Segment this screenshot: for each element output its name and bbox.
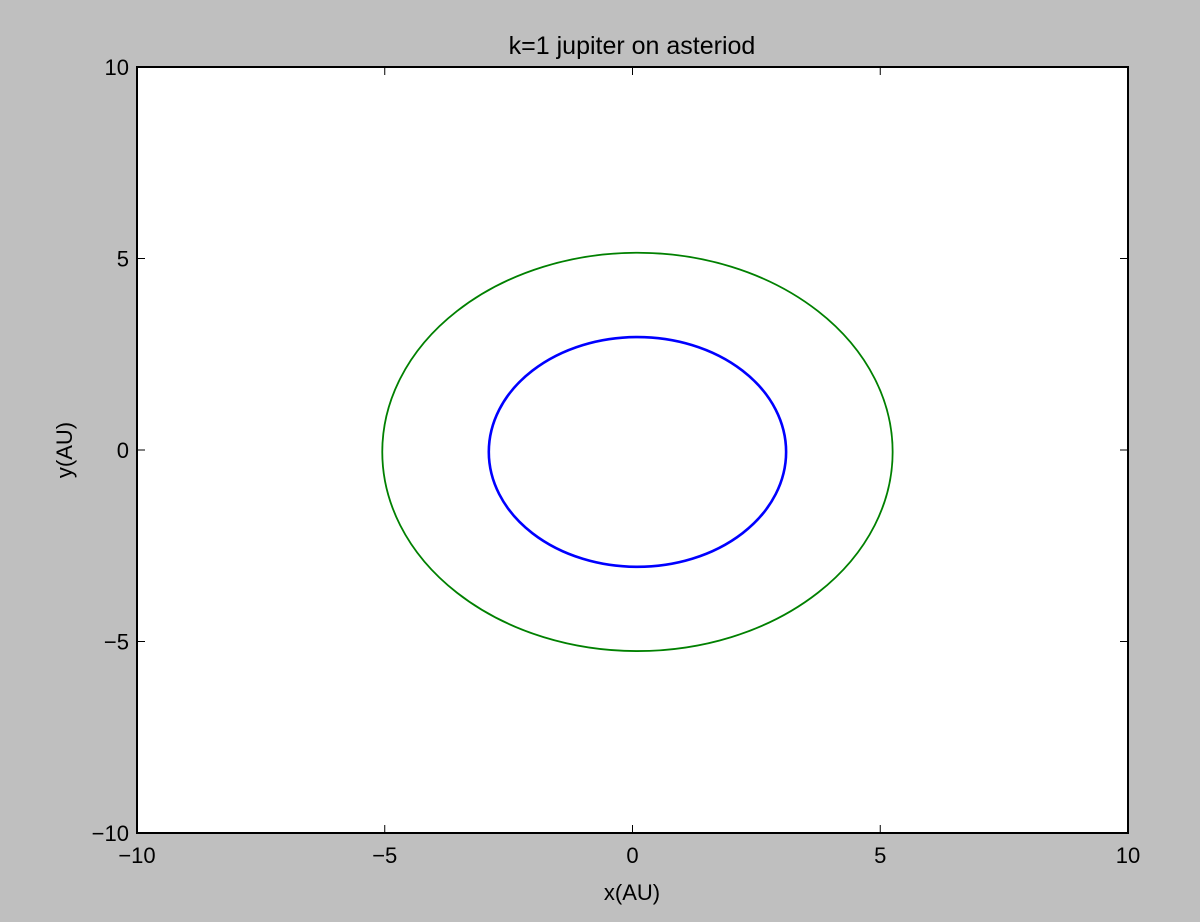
series-line-1 xyxy=(381,251,894,652)
plot-area xyxy=(137,67,1128,833)
x-tick-label: 5 xyxy=(874,843,886,868)
x-tick-label: −5 xyxy=(372,843,397,868)
y-tick-label: −5 xyxy=(104,630,129,655)
y-tick-label: 10 xyxy=(105,55,129,80)
tick-label-layer: −10 −5 0 5 10 −10 −5 0 5 10 xyxy=(92,55,1141,868)
chart-title: k=1 jupiter on asteriod xyxy=(509,32,756,60)
x-axis-label: x(AU) xyxy=(604,880,660,905)
y-tick-label: 0 xyxy=(117,438,129,463)
series-layer xyxy=(381,251,894,652)
y-axis-label: y(AU) xyxy=(52,422,77,478)
y-tick-label: 5 xyxy=(117,247,129,272)
x-tick-label: 10 xyxy=(1116,843,1140,868)
series-line-2 xyxy=(487,335,788,569)
x-tick-label: 0 xyxy=(626,843,638,868)
x-tick-label: −10 xyxy=(118,843,155,868)
axes-frame xyxy=(136,66,1129,834)
y-tick-label: −10 xyxy=(92,821,129,846)
